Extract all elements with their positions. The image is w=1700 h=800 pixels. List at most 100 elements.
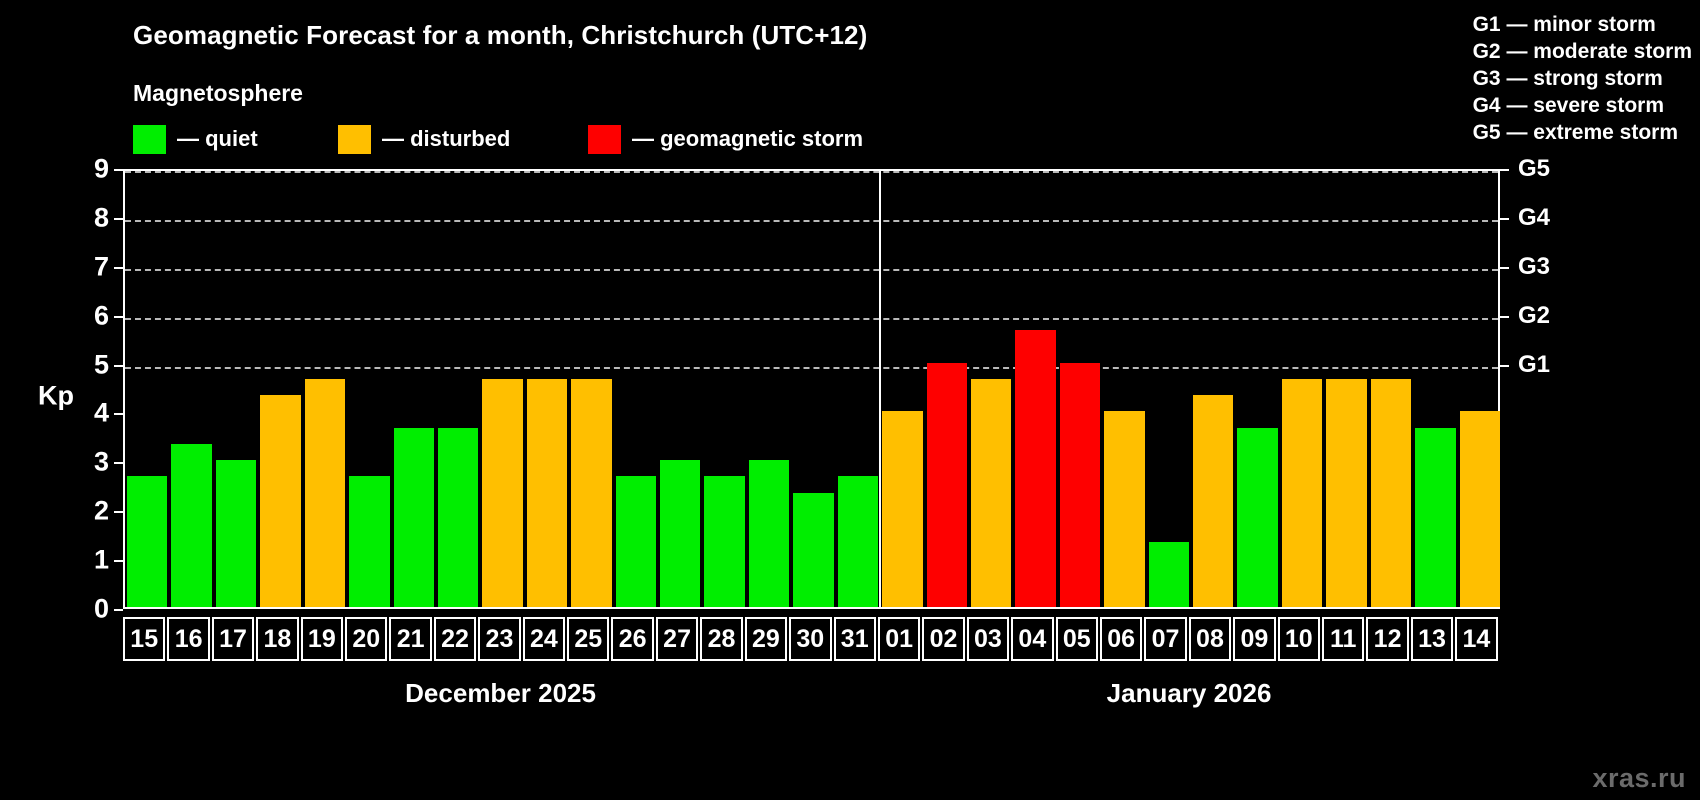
g-tick-G3 [1500, 266, 1509, 269]
date-axis: 15 16 17 18 19 20 21 22 23 24 25 26 27 28 29 30 31 01 02 03… [123, 617, 1500, 661]
gridline-kp-6 [125, 317, 1498, 320]
date-cell-15[interactable]: 15 [123, 617, 166, 661]
date-cell-06[interactable]: 06 [1099, 617, 1143, 661]
date-cell-08[interactable]: 08 [1188, 617, 1232, 661]
bar-18 [260, 395, 301, 607]
date-cell-11[interactable]: 11 [1321, 617, 1365, 661]
date-cell-10[interactable]: 10 [1277, 617, 1320, 661]
bar-30 [793, 493, 834, 607]
legend-item-label: — geomagnetic storm [632, 126, 864, 151]
gridline-kp-8 [125, 219, 1498, 222]
storm-scale-row-3: G3 — strong storm [1472, 67, 1663, 90]
y-tick-5 [114, 364, 123, 367]
bar-05 [1059, 362, 1101, 607]
month-caption-left: December 2025 [405, 678, 596, 708]
date-cell-29[interactable]: 29 [744, 617, 788, 661]
bar-22 [437, 427, 479, 607]
y-tick-label-8: 8 [93, 202, 109, 233]
y-tick-7 [114, 266, 123, 269]
date-cell-03[interactable]: 03 [966, 617, 1010, 661]
date-cell-17[interactable]: 17 [211, 617, 255, 661]
y-tick-4 [114, 413, 123, 416]
g-tick-label-G2: G2 [1518, 301, 1551, 329]
bar-16 [171, 444, 212, 607]
bar-02 [926, 362, 967, 607]
bar-09 [1237, 427, 1278, 607]
date-cell-23[interactable]: 23 [478, 617, 521, 661]
bar-03 [970, 378, 1012, 607]
date-cell-09[interactable]: 09 [1233, 617, 1276, 661]
legend-item-2: — geomagnetic storm [588, 124, 864, 154]
date-cell-05[interactable]: 05 [1055, 617, 1098, 661]
bar-25 [571, 378, 612, 607]
date-cell-22[interactable]: 22 [433, 617, 477, 661]
y-tick-label-2: 2 [93, 495, 109, 526]
g-tick-label-G5: G5 [1518, 155, 1551, 182]
bar-06 [1104, 411, 1145, 607]
bar-12 [1370, 378, 1412, 607]
date-cell-20[interactable]: 20 [345, 617, 388, 661]
date-cell-25[interactable]: 25 [567, 617, 610, 661]
storm-scale-row-4: G4 — severe storm [1472, 94, 1665, 117]
y-tick-2 [114, 511, 123, 514]
y-tick-label-4: 4 [93, 397, 109, 428]
y-tick-6 [114, 315, 123, 318]
month-divider [879, 171, 882, 607]
orange-square-icon [338, 124, 371, 154]
y-tick-8 [114, 217, 123, 220]
date-cell-24[interactable]: 24 [522, 617, 566, 661]
green-square-icon [133, 124, 166, 154]
g-tick-G4 [1500, 217, 1509, 220]
bar-08 [1193, 395, 1234, 607]
gridline-kp-7 [125, 268, 1498, 271]
date-cell-16[interactable]: 16 [167, 617, 210, 661]
storm-scale-row-5: G5 — extreme storm [1472, 121, 1679, 144]
date-cell-30[interactable]: 30 [789, 617, 832, 661]
y-tick-label-0: 0 [93, 593, 109, 624]
date-cell-28[interactable]: 28 [700, 617, 743, 661]
date-cell-21[interactable]: 21 [389, 617, 432, 661]
legend-item-label: — disturbed [382, 126, 511, 151]
date-cell-27[interactable]: 27 [655, 617, 699, 661]
g-tick-G1 [1500, 364, 1509, 367]
y-tick-0 [114, 609, 123, 611]
bar-29 [748, 460, 790, 607]
bar-15 [127, 476, 168, 607]
storm-scale-row-2: G2 — moderate storm [1472, 40, 1692, 63]
g-tick-label-G1: G1 [1518, 350, 1551, 378]
date-cell-26[interactable]: 26 [611, 617, 654, 661]
bar-series [125, 171, 1500, 607]
magnetosphere-label: Magnetosphere [133, 80, 303, 106]
bar-31 [837, 476, 879, 607]
g-tick-G5 [1500, 169, 1509, 171]
bar-21 [393, 427, 434, 607]
g-tick-label-G3: G3 [1518, 252, 1551, 280]
y-tick-label-5: 5 [93, 349, 109, 380]
bar-26 [615, 476, 657, 607]
date-cell-31[interactable]: 31 [833, 617, 876, 661]
date-cell-12[interactable]: 12 [1366, 617, 1409, 661]
date-cell-19[interactable]: 19 [300, 617, 344, 661]
date-cell-07[interactable]: 07 [1144, 617, 1187, 661]
bar-27 [660, 460, 701, 607]
g-tick-label-G4: G4 [1518, 203, 1551, 231]
date-cell-13[interactable]: 13 [1410, 617, 1454, 661]
bar-20 [349, 476, 390, 607]
y-tick-label-6: 6 [93, 300, 109, 331]
date-cell-04[interactable]: 04 [1011, 617, 1054, 661]
watermark: xras.ru [1592, 763, 1686, 793]
date-cell-01[interactable]: 01 [877, 617, 921, 661]
bar-17 [215, 460, 257, 607]
date-cell-02[interactable]: 02 [922, 617, 965, 661]
legend-item-label: — quiet [177, 126, 258, 151]
y-tick-9 [114, 169, 123, 171]
red-square-icon [588, 124, 621, 154]
y-tick-3 [114, 462, 123, 465]
y-tick-label-1: 1 [93, 544, 109, 575]
date-cell-14[interactable]: 14 [1455, 617, 1498, 661]
date-cell-18[interactable]: 18 [256, 617, 299, 661]
y-axis-title: Kp [38, 380, 74, 411]
plot-area [123, 169, 1500, 609]
g-tick-G2 [1500, 315, 1509, 318]
